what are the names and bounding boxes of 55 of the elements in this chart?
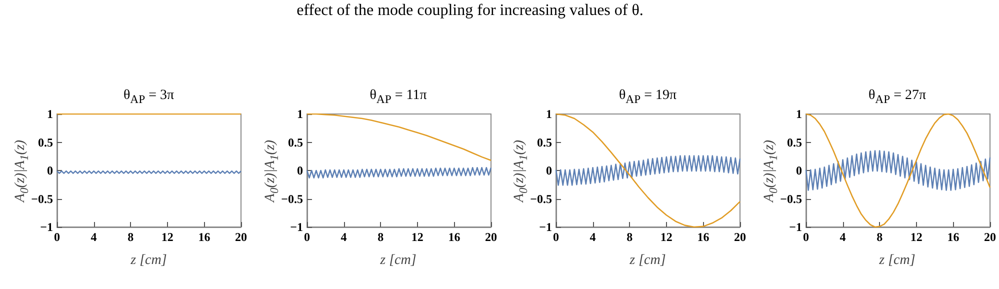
line-series	[555, 113, 741, 228]
y-tick-label: 0.5	[537, 135, 552, 150]
x-tick-label: 16	[448, 230, 460, 244]
y-tick-label: 0	[296, 164, 302, 178]
chart-title: θ$_{AP}$ = 27π	[867, 88, 928, 106]
y-tick-label: 0	[796, 164, 802, 178]
y-tick-label: −1	[539, 220, 552, 234]
y-tick-label: −0.5	[780, 192, 802, 206]
x-axis-title: z [cm]	[130, 253, 168, 269]
line-series	[555, 155, 741, 186]
chart-title: θ$_{AP}$ = 19π	[618, 88, 678, 106]
x-tick-label: 20	[235, 230, 247, 244]
y-tick-label: −1	[290, 220, 302, 234]
x-tick-label: 4	[590, 230, 596, 244]
x-axis-title: z [cm]	[379, 253, 418, 269]
y-tick-label: 0.5	[786, 135, 802, 150]
x-tick-label: 20	[734, 230, 746, 244]
y-tick-label: 0.5	[288, 135, 302, 150]
y-tick-label: −1	[40, 220, 53, 234]
x-tick-label: 12	[660, 230, 672, 244]
text: effect of the mode coupling for increasing values of θ.	[296, 2, 644, 20]
x-tick-label: 4	[839, 230, 846, 244]
x-tick-label: 8	[876, 230, 882, 244]
line-series	[306, 113, 492, 161]
y-tick-label: 0.5	[38, 135, 53, 150]
x-tick-label: 8	[626, 230, 633, 244]
x-axis-title: z [cm]	[628, 253, 667, 269]
x-tick-label: 16	[946, 230, 959, 244]
x-tick-label: 12	[910, 230, 922, 244]
x-tick-label: 20	[484, 230, 496, 244]
x-tick-label: 12	[410, 230, 423, 244]
y-tick-label: 1	[796, 107, 802, 121]
y-tick-label: −0.5	[280, 192, 302, 206]
line-series	[804, 150, 990, 191]
chart-title: θ$_{AP}$ = 11π	[368, 88, 428, 106]
y-tick-label: 0	[47, 164, 53, 178]
y-tick-label: 1	[296, 107, 302, 121]
x-tick-label: 12	[161, 230, 174, 244]
x-tick-label: 16	[697, 230, 710, 244]
x-axis-title: z [cm]	[878, 253, 916, 269]
x-tick-label: 8	[128, 230, 134, 244]
x-tick-label: 16	[198, 230, 210, 244]
y-tick-label: 1	[546, 107, 552, 121]
x-tick-label: 20	[984, 230, 996, 244]
chart-title: θ$_{AP}$ = 3π	[122, 88, 176, 106]
y-tick-label: 0	[546, 164, 552, 178]
y-tick-label: −0.5	[530, 192, 552, 206]
x-tick-label: 4	[90, 230, 97, 244]
y-tick-label: −0.5	[31, 192, 53, 206]
y-tick-label: 1	[47, 107, 53, 121]
x-tick-label: 4	[340, 230, 346, 244]
y-tick-label: −1	[788, 220, 802, 234]
x-tick-label: 8	[377, 230, 384, 244]
line-series	[306, 167, 492, 178]
line-series	[804, 113, 990, 228]
